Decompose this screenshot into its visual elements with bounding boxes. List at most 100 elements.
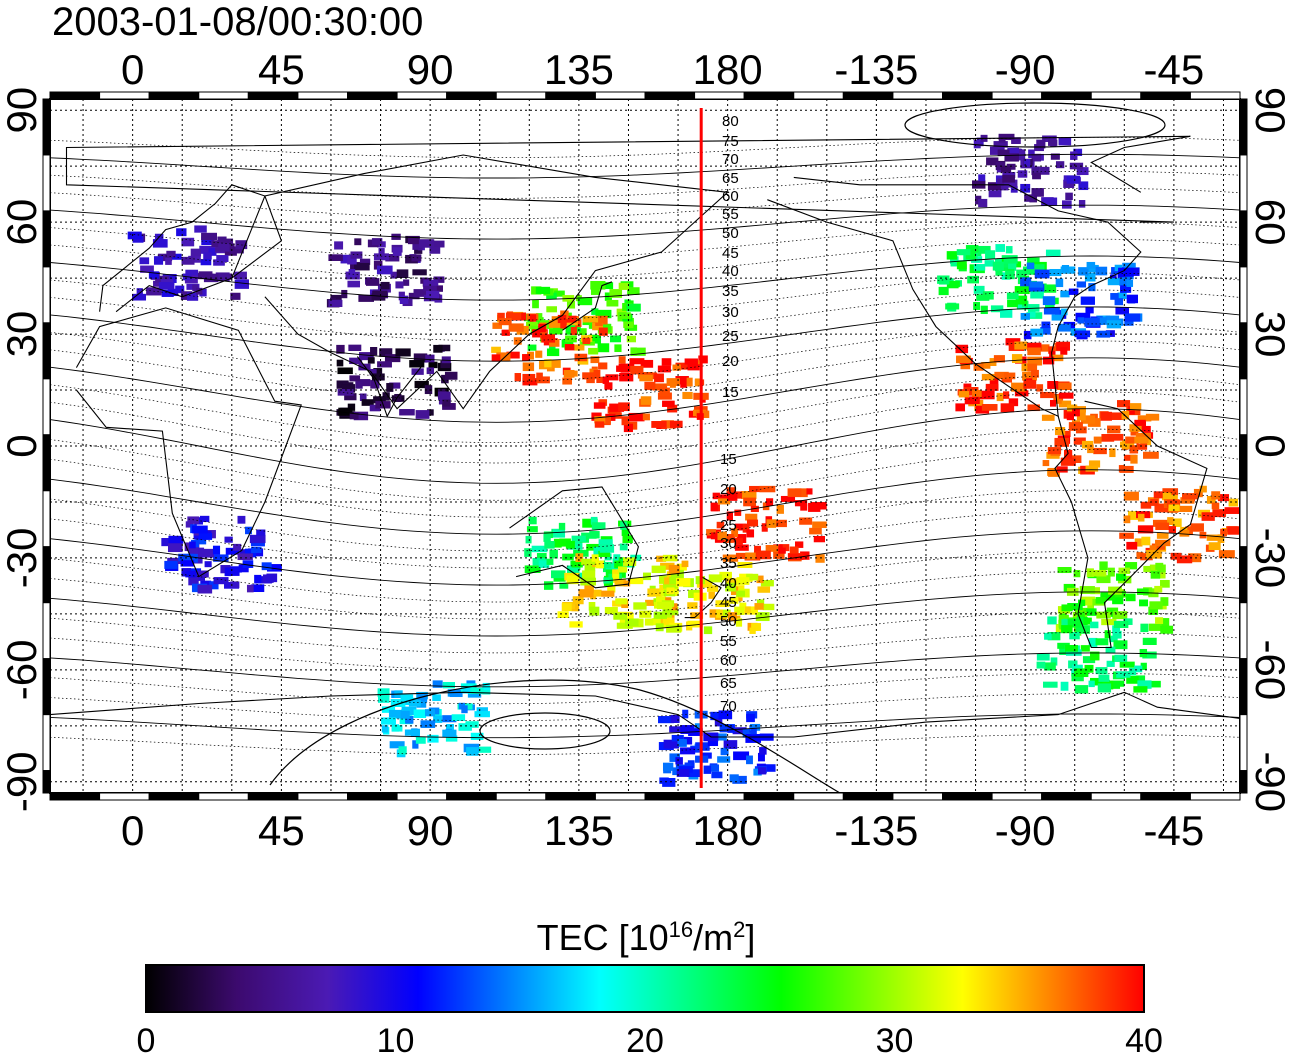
frame-bar-bottom [1189, 792, 1241, 801]
tec-cell [1041, 321, 1051, 329]
frame-bar-bottom [198, 792, 249, 801]
mag-pole-ellipse-south-inner [479, 712, 611, 750]
tec-cell [668, 564, 680, 574]
tec-cell [340, 254, 353, 264]
frame-bar-right [1239, 154, 1248, 212]
tec-cell [746, 713, 755, 723]
tec-cell [787, 488, 802, 497]
tec-cell [1074, 406, 1086, 413]
tec-cell [686, 377, 693, 387]
tec-cell [1001, 166, 1012, 173]
tec-cell [482, 686, 491, 695]
tec-cell [754, 545, 761, 553]
tec-cell [376, 265, 393, 275]
tec-cell [1206, 534, 1222, 541]
tec-cell [1100, 411, 1112, 421]
tec-cell [400, 694, 414, 703]
tec-region-australia [524, 516, 642, 590]
tec-cell [965, 245, 979, 253]
mag-lat-label-south: 55 [720, 633, 737, 650]
tec-cell [1125, 436, 1139, 444]
tec-cell [336, 359, 344, 367]
coastline-india [356, 356, 424, 418]
tec-cell [1100, 592, 1115, 601]
mag-lat-contour [49, 652, 1241, 688]
tec-cell [334, 241, 344, 250]
magnetic-latitude-labels: 8075706560555045403530252015152025303540… [720, 113, 739, 715]
tec-cell [1136, 588, 1149, 595]
tec-cell [552, 529, 566, 538]
mag-lat-contour [49, 289, 1241, 342]
tec-cell [1193, 488, 1203, 498]
tec-cell [171, 253, 182, 260]
tec-cell [655, 623, 664, 632]
tec-cell [348, 344, 362, 352]
colorbar-title-exponent-1: 16 [668, 917, 694, 942]
tec-cell [1061, 200, 1072, 209]
mag-lat-contour [49, 530, 1241, 586]
tec-cell [407, 236, 420, 245]
tec-cell [687, 769, 702, 778]
tec-cell [716, 609, 723, 618]
tec-cell [188, 576, 199, 586]
tec-cell [1048, 139, 1058, 146]
tec-cell [413, 289, 427, 297]
tec-cell [1091, 569, 1107, 577]
tec-cell [778, 547, 786, 554]
tec-cell [416, 700, 427, 708]
tec-cell [1218, 550, 1235, 559]
tec-cell [595, 318, 603, 326]
tec-cell [560, 320, 567, 329]
tec-cell [761, 523, 768, 532]
tec-cell [527, 344, 537, 351]
tec-cell [725, 582, 736, 592]
tec-cell [593, 546, 604, 555]
frame-bar-right [1239, 266, 1248, 324]
tec-cell [498, 318, 512, 326]
tec-cell [1228, 498, 1239, 507]
tec-cell [526, 321, 538, 330]
tec-cell [567, 541, 583, 550]
tec-cell [1155, 617, 1164, 624]
mag-lat-label-south: 35 [720, 555, 737, 572]
tec-cell [1140, 501, 1152, 509]
frame-bar-top [694, 91, 745, 100]
tec-cell [586, 543, 600, 551]
coastline-asia [231, 154, 729, 410]
tec-cell [617, 566, 628, 573]
tec-cell [656, 555, 667, 562]
tec-cell [1073, 570, 1081, 578]
tec-cell [165, 257, 172, 265]
tec-cell [1161, 492, 1172, 501]
tec-cell [970, 396, 980, 404]
tec-cell [1080, 645, 1090, 652]
tec-cell [1043, 307, 1060, 315]
tec-cell [153, 280, 164, 287]
tec-cell [700, 752, 712, 759]
tec-cell [199, 515, 210, 523]
top-axis-label: 0 [121, 46, 144, 93]
tec-cell [727, 612, 737, 621]
tec-cell [203, 252, 212, 260]
tec-cell [1036, 139, 1046, 149]
tec-cell [1099, 561, 1108, 570]
tec-cell [404, 729, 420, 736]
tec-cell [1027, 363, 1038, 372]
tec-cell [1093, 447, 1107, 455]
tec-cell [185, 521, 194, 528]
mag-lat-label-south: 50 [720, 613, 737, 630]
tec-cell [1077, 317, 1085, 324]
tec-cell [1058, 400, 1072, 408]
tec-cell [766, 498, 774, 506]
tec-cell [736, 590, 745, 597]
bottom-axis-label: 90 [407, 807, 454, 854]
colorbar-title-exponent-2: 2 [733, 917, 746, 942]
mag-lat-label-north: 20 [722, 353, 739, 370]
tec-cell [530, 325, 542, 333]
tec-cell [366, 278, 380, 286]
tec-cell [946, 251, 958, 260]
tec-cell [1084, 317, 1100, 327]
tec-cell [370, 380, 380, 389]
tec-cell [548, 320, 564, 328]
tec-cell [614, 578, 626, 587]
